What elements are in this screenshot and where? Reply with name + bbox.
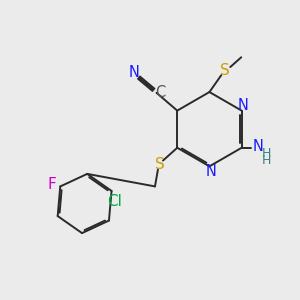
Text: F: F [48, 178, 56, 193]
Text: N: N [206, 164, 216, 179]
Text: S: S [220, 63, 230, 78]
Text: C: C [155, 85, 166, 100]
Text: H: H [262, 154, 272, 167]
Text: H: H [262, 147, 272, 160]
Text: N: N [253, 139, 263, 154]
Text: Cl: Cl [107, 194, 122, 209]
Text: N: N [128, 65, 139, 80]
Text: S: S [154, 157, 164, 172]
Text: N: N [238, 98, 248, 113]
